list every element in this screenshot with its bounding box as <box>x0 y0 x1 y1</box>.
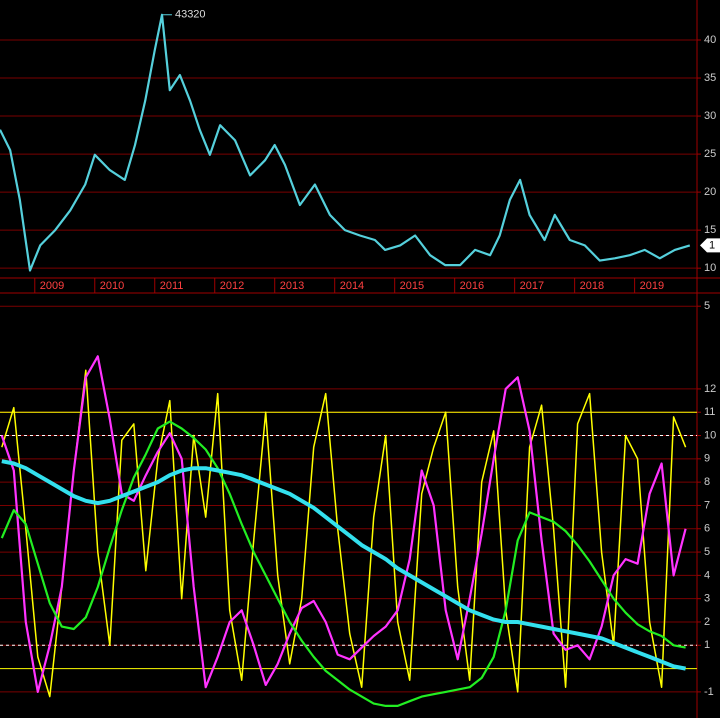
series-line <box>1 369 687 698</box>
x-tick-label: 2011 <box>160 280 184 292</box>
y-tick-label: 7 <box>704 499 710 511</box>
y-tick-label: 2 <box>704 616 710 628</box>
y-tick-label: 1 <box>704 639 710 651</box>
x-tick-label: 2019 <box>640 280 664 292</box>
y-tick-label: 15 <box>704 224 716 236</box>
y-tick-label: 10 <box>704 429 716 441</box>
price-tag <box>700 238 720 253</box>
y-tick-label: 40 <box>704 34 716 46</box>
y-tick-label: 8 <box>704 476 710 488</box>
price-tag-label: 1 <box>709 239 715 251</box>
x-tick-label: 2018 <box>580 280 604 292</box>
x-tick-label: 2010 <box>100 280 124 292</box>
y-tick-label: 9 <box>704 453 710 465</box>
series-line <box>0 420 686 707</box>
x-tick-label: 2015 <box>400 280 424 292</box>
y-tick-label: 6 <box>704 523 710 535</box>
series-line <box>0 13 691 272</box>
plot-area <box>0 355 687 707</box>
series-line <box>0 355 687 693</box>
y-tick-label: 25 <box>704 148 716 160</box>
y-tick-label: 20 <box>704 186 716 198</box>
peak-label: 43320 <box>175 9 206 21</box>
plot-area <box>0 13 691 272</box>
x-tick-label: 2014 <box>340 280 364 292</box>
y-tick-label: 12 <box>704 383 716 395</box>
x-tick-label: 2013 <box>280 280 304 292</box>
x-tick-label: 2016 <box>460 280 484 292</box>
y-tick-label: 11 <box>704 406 715 418</box>
y-tick-label: 4 <box>704 569 710 581</box>
y-tick-label: 10 <box>704 262 716 274</box>
x-tick-label: 2009 <box>40 280 64 292</box>
y-tick-label: -1 <box>704 686 714 698</box>
x-tick-label: 2012 <box>220 280 244 292</box>
y-tick-label: 30 <box>704 110 716 122</box>
series-line <box>1 459 686 671</box>
y-tick-label: 5 <box>704 300 710 312</box>
x-tick-label: 2017 <box>520 280 544 292</box>
y-tick-label: 35 <box>704 72 716 84</box>
y-tick-label: 5 <box>704 546 710 558</box>
y-tick-label: 3 <box>704 593 710 605</box>
